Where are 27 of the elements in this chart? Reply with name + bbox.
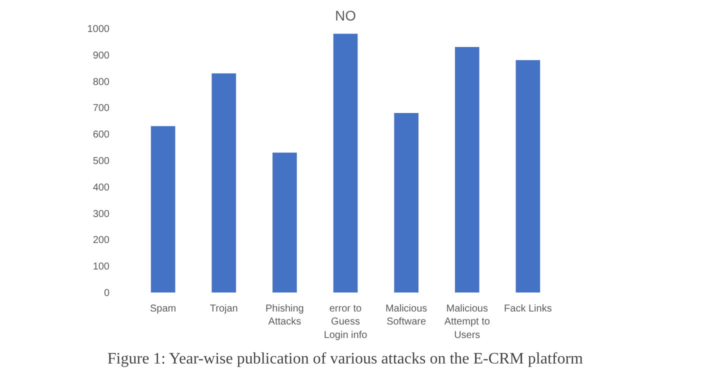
x-tick-label: Spam [150, 304, 176, 314]
bar [272, 152, 297, 292]
y-tick-label: 500 [92, 156, 110, 167]
x-tick-label: Fack Links [504, 304, 552, 314]
chart-title: NO [335, 8, 356, 24]
bar [333, 34, 358, 292]
y-tick-label: 0 [104, 288, 110, 299]
bar [212, 73, 236, 292]
bar [394, 112, 418, 292]
y-tick-label: 200 [92, 235, 110, 246]
x-tick-label: Malicious Attempt to Users [444, 304, 490, 341]
y-tick-label: 400 [92, 182, 110, 194]
x-tick-label: Malicious Software [385, 304, 428, 328]
x-tick-label: Phishing Attacks [266, 304, 304, 328]
y-tick-label: 800 [92, 76, 110, 88]
bar [454, 46, 480, 292]
bar [150, 126, 176, 292]
y-tick-label: 300 [92, 208, 110, 220]
y-tick-label: 1000 [87, 24, 110, 35]
x-tick-label: Trojan [210, 304, 238, 314]
caption: Figure 1: Year-wise publication of various attacks on the E-CRM platform [107, 350, 584, 368]
y-tick-label: 700 [92, 103, 110, 114]
y-tick-label: 100 [92, 262, 110, 273]
y-tick-label: 900 [92, 50, 110, 62]
x-tick-label: error to Guess Login info [324, 304, 368, 341]
y-tick-label: 600 [92, 130, 110, 141]
bar [516, 60, 540, 292]
